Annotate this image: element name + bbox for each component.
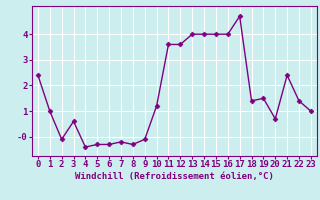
X-axis label: Windchill (Refroidissement éolien,°C): Windchill (Refroidissement éolien,°C) bbox=[75, 172, 274, 181]
